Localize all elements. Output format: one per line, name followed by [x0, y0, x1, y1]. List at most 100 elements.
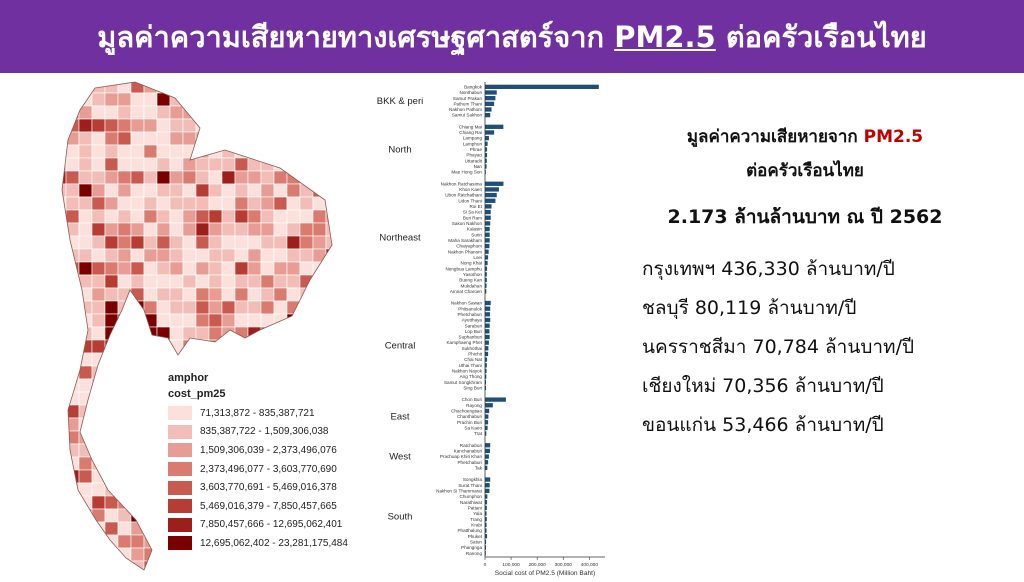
category-label: Sakon Nakhon	[452, 221, 483, 226]
district-cell	[40, 288, 53, 301]
district-cell	[325, 235, 332, 250]
legend-subtitle: cost_pm25	[168, 388, 226, 400]
district-cell	[221, 222, 236, 237]
district-cell	[65, 183, 80, 198]
district-cell	[286, 222, 301, 237]
district-cell	[40, 327, 53, 340]
district-cell	[104, 495, 119, 510]
district-cell	[273, 235, 288, 250]
category-label: Samut Prakan	[453, 96, 483, 101]
district-cell	[117, 209, 132, 224]
district-cell	[247, 82, 262, 94]
district-cell	[104, 430, 119, 445]
category-label: Nakhon Nayok	[452, 369, 483, 374]
district-cell	[91, 430, 106, 445]
district-cell	[273, 105, 288, 120]
district-cell	[130, 170, 145, 185]
district-cell	[234, 196, 249, 211]
district-cell	[325, 274, 332, 289]
district-cell	[221, 183, 236, 198]
bar	[485, 158, 487, 163]
bar	[485, 340, 489, 345]
district-cell	[78, 508, 93, 523]
district-cell	[117, 352, 132, 367]
district-cell	[91, 170, 106, 185]
district-cell	[195, 209, 210, 224]
bar	[485, 90, 497, 95]
title-banner: มูลค่าความเสียหายทางเศรษฐศาสตร์จาก PM2.5…	[0, 0, 1024, 73]
district-cell	[286, 261, 301, 276]
district-cell	[65, 508, 80, 523]
district-cell	[40, 496, 53, 509]
group-label: Northeast	[379, 233, 421, 244]
district-cell	[312, 105, 327, 120]
district-cell	[91, 547, 106, 562]
bar	[485, 209, 491, 215]
district-cell	[182, 157, 197, 172]
district-cell	[156, 287, 171, 302]
district-cell	[40, 301, 53, 314]
district-cell	[312, 287, 327, 302]
district-cell	[196, 574, 209, 575]
district-cell	[117, 534, 132, 549]
district-cell	[156, 118, 171, 133]
district-cell	[234, 118, 249, 133]
district-cell	[260, 560, 275, 570]
district-cell	[312, 235, 327, 250]
category-label: Maha Sarakham	[448, 238, 482, 243]
district-cell	[260, 118, 275, 133]
group-label: Central	[385, 340, 416, 351]
district-cell	[91, 300, 106, 315]
district-cell	[234, 248, 249, 263]
district-cell	[143, 560, 158, 570]
district-cell	[208, 82, 223, 94]
district-cell	[130, 313, 145, 328]
bar	[485, 414, 489, 419]
category-label: Samut Sakhon	[452, 113, 483, 118]
district-cell	[234, 352, 249, 367]
district-cell	[208, 183, 223, 198]
district-cell	[143, 495, 158, 510]
city-cost-item: ขอนแก่น 53,466 ล้านบาท/ปี	[642, 414, 884, 436]
district-cell	[208, 560, 223, 570]
district-cell	[117, 170, 132, 185]
district-cell	[130, 495, 145, 510]
district-cell	[339, 561, 340, 574]
district-cell	[312, 131, 327, 146]
district-cell	[339, 301, 340, 314]
bar	[485, 534, 488, 539]
district-cell	[247, 352, 262, 367]
district-cell	[247, 92, 262, 107]
legend-swatch	[168, 536, 192, 551]
district-cell	[273, 196, 288, 211]
district-cell	[286, 274, 301, 289]
district-cell	[117, 547, 132, 562]
district-cell	[130, 365, 145, 380]
district-cell	[62, 521, 67, 536]
category-label: Trat	[474, 431, 483, 436]
bar	[485, 539, 487, 544]
district-cell	[104, 547, 119, 562]
category-label: Saraburi	[465, 323, 482, 328]
district-cell	[286, 248, 301, 263]
district-cell	[221, 196, 236, 211]
category-label: Phayao	[466, 153, 482, 158]
district-cell	[117, 105, 132, 120]
district-cell	[104, 235, 119, 250]
district-cell	[286, 300, 301, 315]
district-cell	[156, 131, 171, 146]
district-cell	[169, 82, 184, 94]
district-cell	[221, 274, 236, 289]
district-cell	[247, 170, 262, 185]
bar	[485, 363, 487, 368]
bar	[485, 306, 491, 311]
bar	[485, 215, 491, 220]
district-cell	[339, 574, 340, 575]
category-label: Yasothon	[463, 272, 483, 277]
category-label: Samut Songkhram	[444, 380, 482, 385]
district-cell	[117, 248, 132, 263]
category-label: Phuket	[468, 534, 483, 539]
district-cell	[62, 157, 67, 172]
district-cell	[91, 222, 106, 237]
district-cell	[117, 339, 132, 354]
